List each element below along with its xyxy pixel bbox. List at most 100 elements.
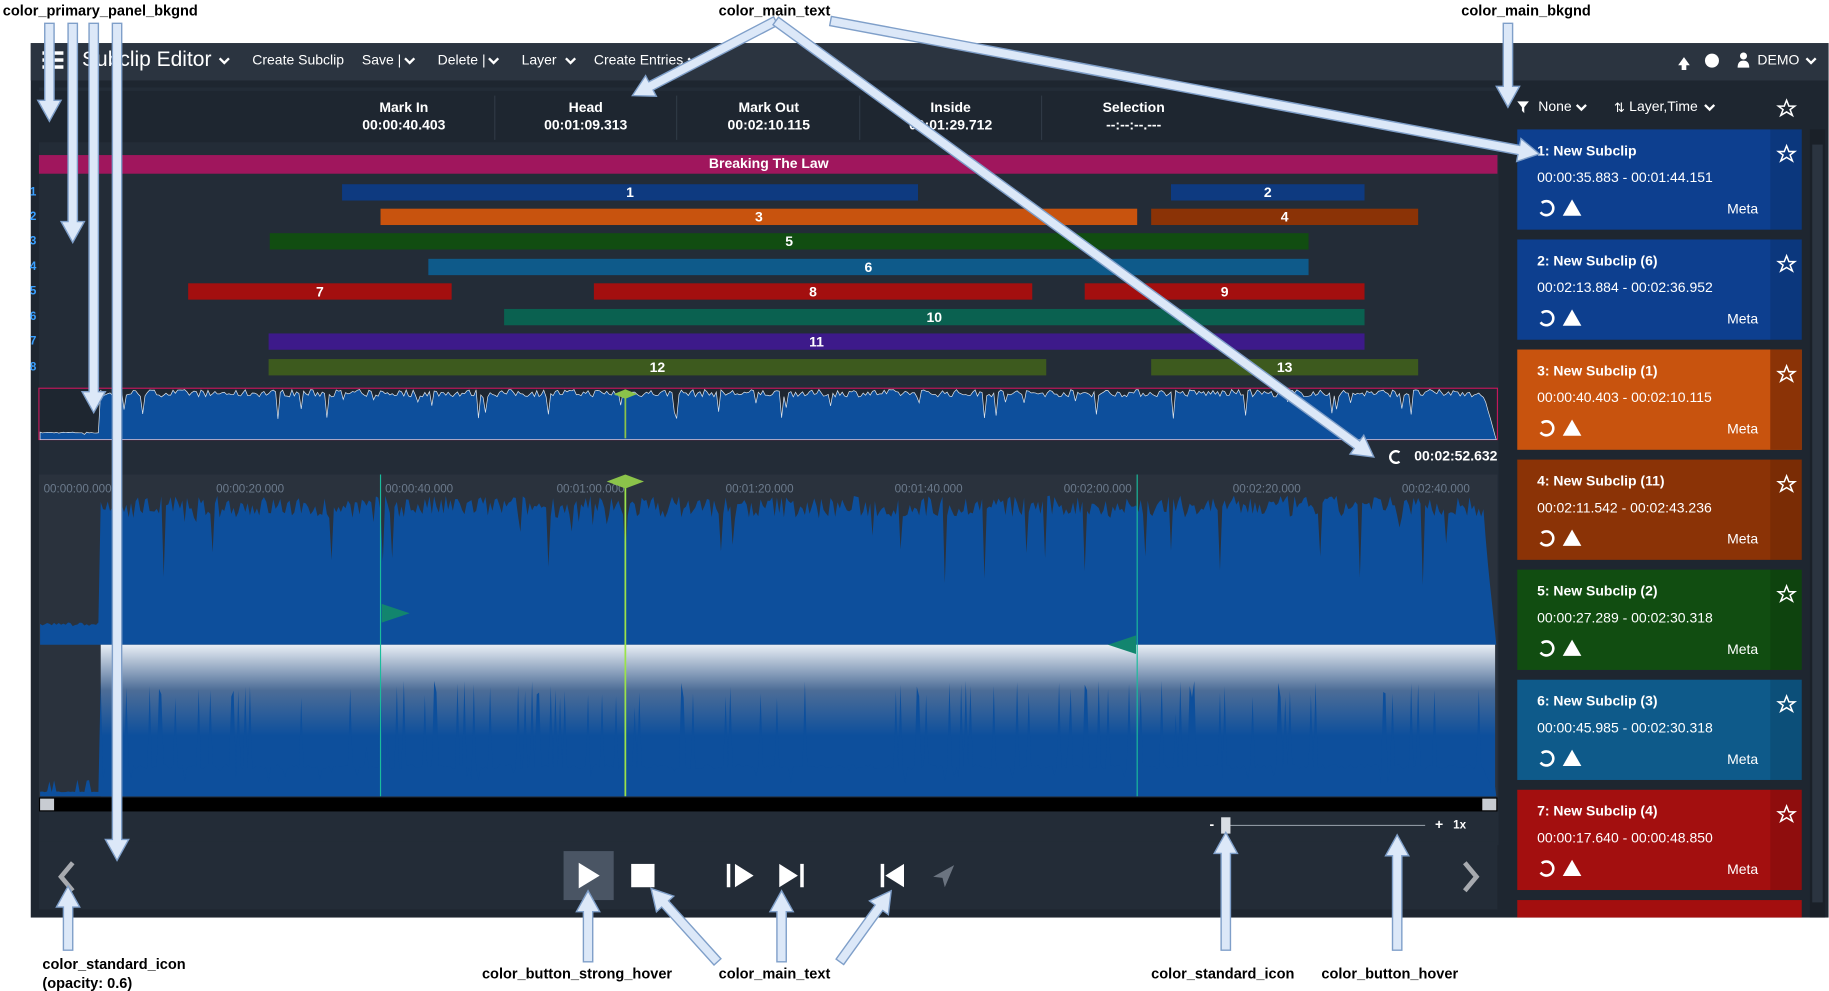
clip[interactable]	[1151, 208, 1419, 226]
meta-link[interactable]: Meta	[1727, 311, 1758, 327]
clip[interactable]	[269, 233, 1309, 250]
reset-icon	[1539, 640, 1555, 657]
clip-label: 8	[809, 283, 817, 299]
clip-label: 1	[626, 184, 634, 200]
reset-icon	[1539, 309, 1555, 327]
subclip-title: 6: New Subclip (3)	[1537, 693, 1657, 709]
reset-icon	[1539, 420, 1555, 437]
clip[interactable]	[188, 283, 452, 300]
reset-icon	[1539, 860, 1555, 877]
star-icon	[1776, 693, 1798, 713]
annotation-arrow	[104, 22, 130, 862]
star-icon	[1776, 363, 1798, 383]
timecode-value: 00:02:10.115	[728, 117, 811, 133]
sort-dropdown[interactable]: Layer,Time	[1629, 98, 1698, 114]
card-star-column	[1770, 349, 1802, 450]
star-icon	[1776, 98, 1798, 118]
clip[interactable]	[268, 333, 1365, 350]
meta-link[interactable]: Meta	[1727, 421, 1758, 437]
annotation-arrow	[575, 889, 601, 963]
head-marker	[606, 474, 645, 489]
clip[interactable]	[1151, 359, 1419, 376]
annotation-arrow	[650, 887, 722, 966]
layer-number: 7	[30, 335, 36, 348]
mark-in-flag	[381, 603, 410, 623]
annotation-arrow	[768, 889, 795, 963]
clip[interactable]	[380, 208, 1138, 226]
menu-item[interactable]: Create Entries	[594, 51, 683, 67]
card-star-column	[1770, 789, 1802, 891]
annotation-arrow	[772, 16, 1376, 458]
zoom-plus[interactable]: +	[1435, 816, 1443, 832]
sort-icon: ⇅	[1614, 100, 1625, 115]
meta-link[interactable]: Meta	[1727, 751, 1758, 767]
meta-link[interactable]: Meta	[1727, 531, 1758, 547]
annotation-arrow	[631, 15, 779, 97]
clip-label: 6	[865, 259, 873, 275]
send-icon	[933, 865, 955, 888]
clip[interactable]	[342, 184, 918, 201]
card-star-column	[1770, 239, 1802, 340]
menu-item[interactable]: Layer	[522, 51, 557, 67]
app-title[interactable]: Subclip Editor	[82, 48, 211, 71]
layer-number: 6	[30, 310, 37, 323]
ruler-label: 00:02:20.000	[1233, 483, 1301, 496]
subclip-range: 00:02:11.542 - 00:02:43.236	[1537, 499, 1712, 515]
meta-link[interactable]: Meta	[1727, 641, 1758, 657]
annotation-label: (opacity: 0.6)	[42, 976, 132, 991]
ruler-label: 00:01:40.000	[895, 483, 963, 496]
timecode-label: Selection	[1103, 99, 1165, 115]
clip-label: 13	[1277, 359, 1293, 375]
annotation-arrow	[835, 889, 893, 966]
star-icon	[1776, 473, 1798, 493]
clip-label: 5	[785, 233, 793, 249]
transport-bar	[38, 841, 1498, 910]
annotation-label: color_button_strong_hover	[482, 967, 672, 983]
zoom-rate: 1x	[1453, 819, 1466, 832]
user-name[interactable]: DEMO	[1757, 51, 1799, 67]
annotation-arrow	[36, 22, 63, 123]
stop-icon	[631, 863, 655, 888]
timecode-label: Head	[569, 99, 603, 115]
star-icon	[1776, 583, 1798, 603]
annotation-label: color_standard_icon	[42, 957, 185, 973]
clip[interactable]	[504, 308, 1365, 326]
layer-number: 5	[30, 285, 37, 298]
subclip-title: 7: New Subclip (4)	[1537, 803, 1657, 819]
track-title: Breaking The Law	[709, 155, 829, 171]
v-scroll-thumb	[1812, 144, 1823, 903]
zoom-minus[interactable]: -	[1209, 816, 1214, 832]
clip-label: 7	[316, 283, 324, 299]
menu-item[interactable]: Create Subclip	[252, 51, 344, 67]
meta-link[interactable]: Meta	[1727, 861, 1758, 877]
layer-number: 4	[30, 260, 37, 273]
clip-label: 10	[927, 309, 943, 325]
meta-link[interactable]: Meta	[1727, 201, 1758, 217]
chevron-icon	[218, 57, 230, 65]
filter-dropdown[interactable]: None	[1538, 98, 1572, 114]
warning-icon	[1562, 859, 1582, 877]
chevron-icon	[1704, 104, 1716, 112]
clip[interactable]	[428, 258, 1309, 276]
warning-icon	[1562, 199, 1582, 216]
ruler-label: 00:00:20.000	[216, 483, 284, 496]
layer-number: 8	[30, 360, 37, 373]
clip[interactable]	[1170, 184, 1365, 201]
clip[interactable]	[593, 283, 1033, 300]
subclip-range: 00:00:45.985 - 00:02:30.318	[1537, 719, 1713, 735]
star-icon	[1776, 143, 1798, 163]
star-icon	[1776, 804, 1798, 824]
menu-item[interactable]: Delete |	[438, 51, 486, 67]
layer-number: 1	[30, 185, 37, 198]
help-icon	[1704, 53, 1719, 68]
clip-label: 3	[755, 209, 763, 225]
waveform-bottom	[40, 680, 1497, 797]
menu-item[interactable]: Save |	[362, 51, 401, 67]
clip[interactable]	[268, 359, 1047, 376]
zoom-thumb[interactable]	[1221, 817, 1231, 834]
user-icon	[1737, 52, 1750, 68]
subclip-title: 5: New Subclip (2)	[1537, 583, 1657, 599]
annotation-label: color_standard_icon	[1151, 967, 1294, 983]
